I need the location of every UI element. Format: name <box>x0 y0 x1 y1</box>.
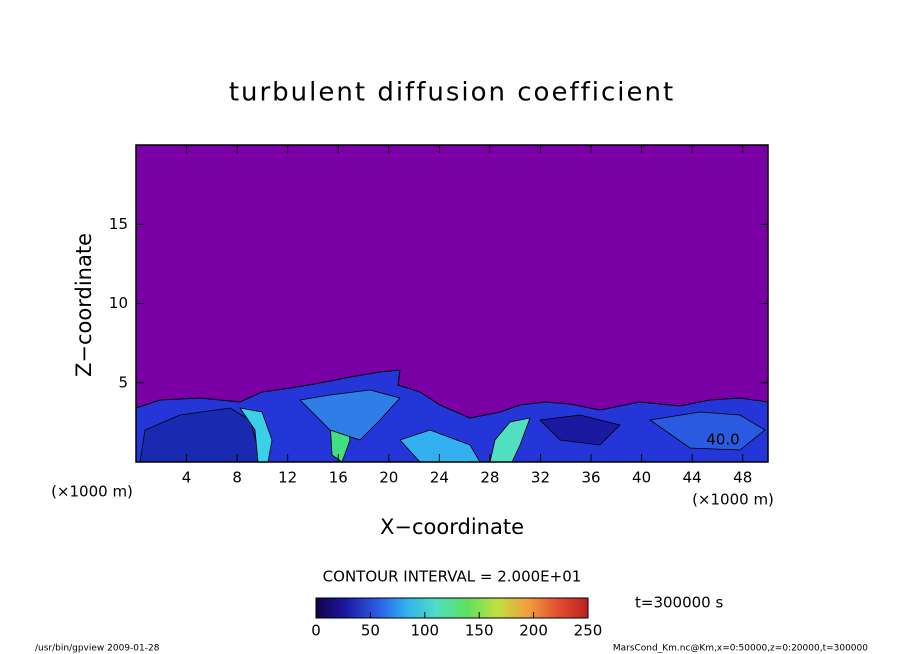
colorbar <box>315 597 589 619</box>
colorbar-tick-label: 200 <box>519 622 548 640</box>
x-tick-label: 24 <box>430 469 449 487</box>
x-tick-label: 48 <box>733 469 752 487</box>
y-tick-label: 10 <box>109 294 128 312</box>
x-tick-label: 40 <box>632 469 651 487</box>
y-unit: (×1000 m) <box>51 483 133 501</box>
x-axis-label: X−coordinate <box>380 515 524 539</box>
colorbar-tick-label: 250 <box>574 622 603 640</box>
y-axis-label: Z−coordinate <box>72 233 96 377</box>
footer-right: MarsCond_Km.nc@Km,x=0:50000,z=0:20000,t=… <box>613 644 868 654</box>
time-label: t=300000 s <box>635 594 723 612</box>
x-tick-label: 12 <box>278 469 297 487</box>
contour-label: 40.0 <box>706 431 739 449</box>
footer-left: /usr/bin/gpview 2009-01-28 <box>35 644 160 654</box>
colorbar-tick-label: 50 <box>361 622 380 640</box>
x-tick-label: 16 <box>329 469 348 487</box>
turbulent-layer <box>135 369 769 463</box>
x-unit: (×1000 m) <box>692 491 774 509</box>
x-tick-label: 32 <box>531 469 550 487</box>
colorbar-tick-label: 0 <box>311 622 321 640</box>
x-tick-label: 4 <box>182 469 192 487</box>
x-tick-label: 8 <box>232 469 242 487</box>
x-tick-label: 36 <box>581 469 600 487</box>
x-tick-label: 20 <box>379 469 398 487</box>
chart-title: turbulent diffusion coefficient <box>229 78 675 108</box>
x-tick-label: 28 <box>480 469 499 487</box>
contour-interval: CONTOUR INTERVAL = 2.000E+01 <box>323 568 582 586</box>
colorbar-tick-label: 150 <box>465 622 494 640</box>
colorbar-tick-label: 100 <box>410 622 439 640</box>
y-tick-label: 15 <box>109 215 128 233</box>
y-tick-label: 5 <box>118 373 128 391</box>
x-tick-label: 44 <box>683 469 702 487</box>
